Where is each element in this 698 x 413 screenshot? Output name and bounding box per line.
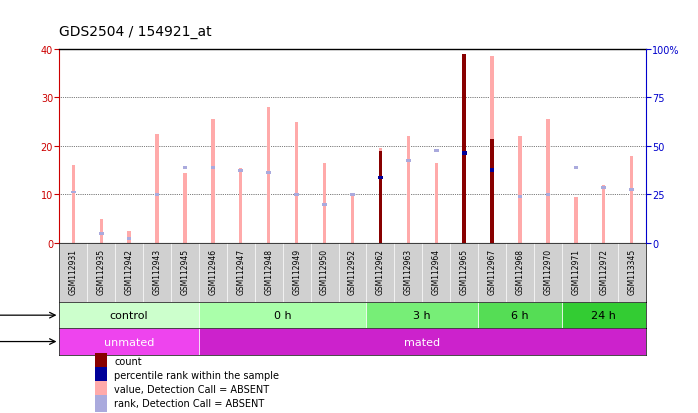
Text: GSM112931: GSM112931 [69,248,77,294]
Text: 24 h: 24 h [591,311,616,320]
Text: value, Detection Call = ABSENT: value, Detection Call = ABSENT [114,385,269,394]
Bar [267,172,271,175]
Bar [295,194,299,197]
Bar [94,381,107,398]
Text: GSM112962: GSM112962 [376,248,385,294]
Bar [379,149,382,243]
Bar [602,186,606,189]
Text: GSM112970: GSM112970 [544,248,552,294]
Bar [378,176,383,180]
Bar [127,237,131,240]
Bar [463,55,466,243]
Bar [547,120,549,243]
Text: GSM112947: GSM112947 [237,248,245,294]
Text: GSM112963: GSM112963 [404,248,413,294]
Text: GSM113345: GSM113345 [628,248,636,294]
Text: GSM112935: GSM112935 [97,248,105,294]
Bar [366,302,478,329]
Bar [602,185,605,243]
Text: GSM112948: GSM112948 [265,248,273,294]
Bar [211,167,215,170]
Text: GSM112943: GSM112943 [153,248,161,294]
Text: unmated: unmated [104,337,154,347]
Bar [630,156,633,243]
Bar [406,159,410,162]
Text: GSM112949: GSM112949 [292,248,301,294]
Text: percentile rank within the sample: percentile rank within the sample [114,370,279,380]
Bar [407,137,410,243]
Text: rank, Detection Call = ABSENT: rank, Detection Call = ABSENT [114,399,265,408]
Text: GSM112952: GSM112952 [348,248,357,294]
Bar [199,329,646,355]
Bar [462,152,466,155]
Bar [156,134,158,243]
Bar [72,166,75,243]
Text: GSM112965: GSM112965 [460,248,468,294]
Text: GSM112945: GSM112945 [181,248,189,294]
Text: GSM112971: GSM112971 [572,248,580,294]
Bar [490,169,494,172]
Bar [491,139,493,243]
Bar [351,195,354,243]
Bar [630,189,634,192]
Bar [94,353,107,370]
Bar [100,219,103,243]
Bar [94,367,107,384]
Bar [519,137,521,243]
Bar [378,176,383,179]
Text: GSM112964: GSM112964 [432,248,440,294]
Bar [490,169,494,172]
Bar [518,196,522,199]
Bar [267,108,270,243]
Bar [350,194,355,197]
Bar [183,167,187,170]
Bar [323,164,326,243]
Bar [239,169,243,172]
Text: control: control [110,311,149,320]
Bar [199,302,366,329]
Bar [59,329,199,355]
Bar [128,231,131,243]
Bar [322,203,327,206]
Bar [184,173,186,243]
Bar [295,122,298,243]
Text: 0 h: 0 h [274,311,292,320]
Text: GSM112968: GSM112968 [516,248,524,294]
Text: 3 h: 3 h [413,311,431,320]
Bar [491,57,493,243]
Text: GSM112967: GSM112967 [488,248,496,294]
Text: GSM112972: GSM112972 [600,248,608,294]
Bar [574,167,578,170]
Bar [546,194,550,197]
Bar [94,395,107,412]
Bar [379,151,382,243]
Text: count: count [114,356,142,366]
Bar [239,168,242,243]
Bar [211,120,214,243]
Bar [435,164,438,243]
Bar [99,232,103,235]
Bar [562,302,646,329]
Text: GDS2504 / 154921_at: GDS2504 / 154921_at [59,25,212,39]
Bar [434,150,438,153]
Text: GSM112946: GSM112946 [209,248,217,294]
Bar [478,302,562,329]
Text: GSM112942: GSM112942 [125,248,133,294]
Text: 6 h: 6 h [511,311,529,320]
Bar [59,302,199,329]
Text: mated: mated [404,337,440,347]
Bar [463,83,466,243]
Bar [462,152,466,155]
Text: GSM112950: GSM112950 [320,248,329,294]
Bar [155,194,159,197]
Bar [574,197,577,243]
Bar [71,191,75,194]
